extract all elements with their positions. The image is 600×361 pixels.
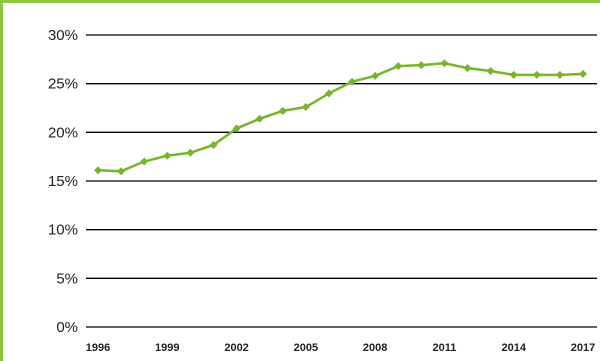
x-tick-label: 2017 — [571, 342, 595, 354]
y-tick-label: 25% — [48, 76, 78, 93]
data-point-2014 — [509, 70, 518, 79]
y-axis-tick-labels: 0% 5% 10% 15% 20% 25% 30% — [48, 27, 78, 336]
data-point-2009 — [394, 62, 403, 71]
data-point-1997 — [117, 167, 126, 176]
data-point-2000 — [186, 148, 195, 157]
data-point-2003 — [255, 114, 264, 123]
y-tick-label: 20% — [48, 124, 78, 141]
data-point-1999 — [163, 151, 172, 160]
data-point-2006 — [324, 89, 333, 98]
data-point-2011 — [440, 59, 449, 68]
y-tick-label: 5% — [56, 270, 78, 287]
data-point-2001 — [209, 140, 218, 149]
x-tick-label: 1999 — [155, 342, 179, 354]
x-tick-label: 2011 — [432, 342, 456, 354]
y-tick-label: 0% — [56, 319, 78, 336]
data-point-2005 — [301, 103, 310, 112]
data-point-2013 — [486, 67, 495, 76]
data-point-1998 — [140, 157, 149, 166]
data-point-2008 — [371, 71, 380, 80]
x-tick-label: 2002 — [224, 342, 248, 354]
x-tick-label: 2014 — [501, 342, 526, 354]
data-point-2007 — [348, 77, 357, 86]
data-point-2012 — [463, 64, 472, 73]
x-tick-label: 2008 — [363, 342, 387, 354]
series-layer — [94, 59, 587, 176]
data-point-2002 — [232, 124, 241, 133]
x-tick-label: 1996 — [86, 342, 110, 354]
data-point-2016 — [555, 70, 564, 79]
data-point-2004 — [278, 106, 287, 115]
y-tick-label: 15% — [48, 173, 78, 190]
data-point-2017 — [579, 69, 587, 78]
y-tick-label: 30% — [48, 27, 78, 44]
y-tick-label: 10% — [48, 222, 78, 239]
data-point-2015 — [532, 70, 541, 79]
series-line — [97, 61, 584, 173]
data-point-2010 — [417, 61, 426, 70]
x-axis-tick-labels: 1996 1999 2002 2005 2008 2011 2014 2017 — [86, 342, 595, 354]
x-tick-label: 2005 — [294, 342, 318, 354]
gridlines — [86, 34, 597, 328]
data-point-1996 — [94, 166, 102, 175]
